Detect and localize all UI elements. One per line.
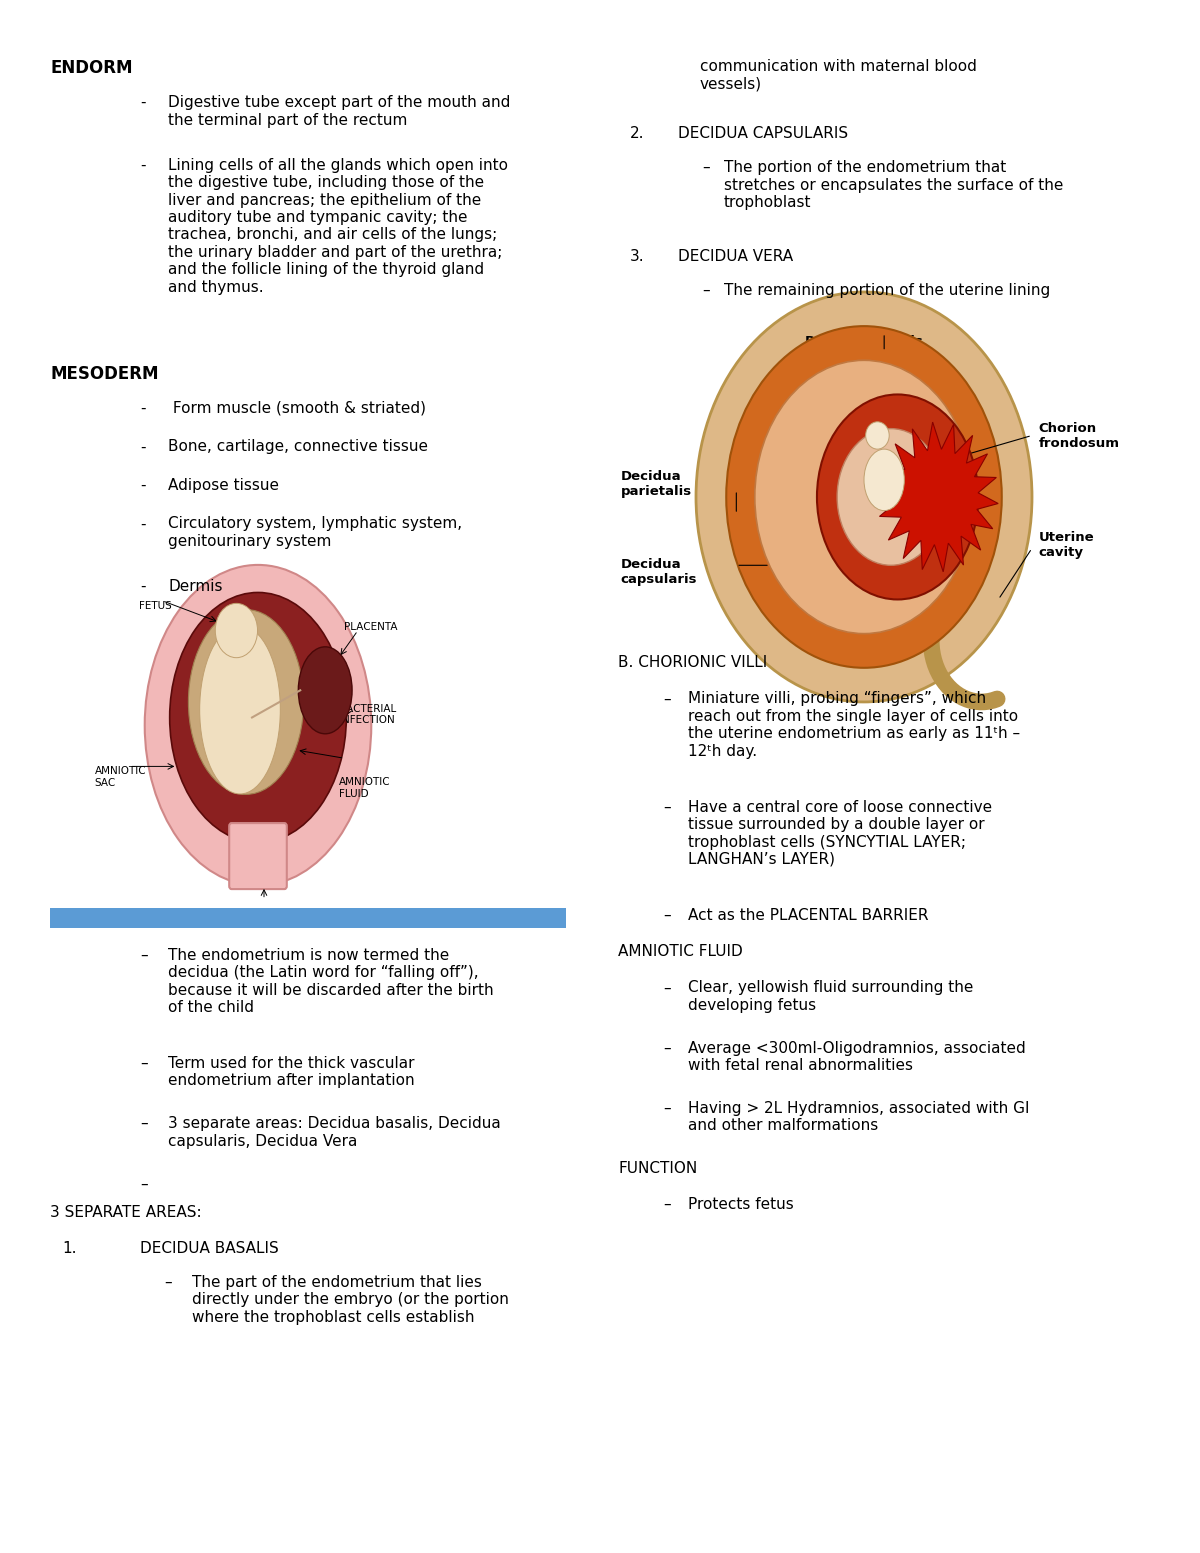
Text: 3.: 3. — [630, 248, 644, 264]
Text: –: – — [664, 980, 671, 995]
Text: -: - — [140, 158, 146, 172]
Text: Act as the PLACENTAL BARRIER: Act as the PLACENTAL BARRIER — [688, 909, 928, 922]
Text: –: – — [664, 1197, 671, 1211]
Polygon shape — [877, 422, 998, 572]
Text: 3 SEPARATE AREAS:: 3 SEPARATE AREAS: — [50, 1205, 202, 1221]
Text: communication with maternal blood
vessels): communication with maternal blood vessel… — [700, 59, 977, 92]
Text: MESODERM: MESODERM — [50, 365, 158, 382]
Text: -: - — [140, 478, 146, 492]
Ellipse shape — [726, 326, 1002, 668]
Text: Lining cells of all the glands which open into
the digestive tube, including tho: Lining cells of all the glands which ope… — [168, 158, 508, 295]
Text: © 17334521 | Anatomy: © 17334521 | Anatomy — [362, 909, 452, 918]
Text: –: – — [702, 283, 709, 298]
Text: AMNIOTIC
SAC: AMNIOTIC SAC — [95, 766, 146, 787]
FancyBboxPatch shape — [50, 907, 566, 929]
Ellipse shape — [865, 422, 889, 449]
Text: -: - — [140, 401, 146, 416]
Text: The part of the endometrium that lies
directly under the embryo (or the portion
: The part of the endometrium that lies di… — [192, 1275, 509, 1325]
Text: Circulatory system, lymphatic system,
genitourinary system: Circulatory system, lymphatic system, ge… — [168, 517, 462, 548]
Ellipse shape — [199, 626, 281, 794]
Text: –: – — [664, 800, 671, 815]
Text: –: – — [164, 1275, 172, 1291]
Text: DECIDUA CAPSULARIS: DECIDUA CAPSULARIS — [678, 126, 848, 141]
Text: BACTERIAL
INFECTION: BACTERIAL INFECTION — [338, 704, 396, 725]
Text: Decidua
capsularis: Decidua capsularis — [620, 559, 697, 587]
Text: –: – — [664, 1101, 671, 1115]
Text: A. DECIDUA: A. DECIDUA — [50, 912, 158, 930]
Text: Term used for the thick vascular
endometrium after implantation: Term used for the thick vascular endomet… — [168, 1056, 415, 1089]
Text: Having > 2L Hydramnios, associated with GI
and other malformations: Having > 2L Hydramnios, associated with … — [688, 1101, 1030, 1134]
Text: –: – — [664, 1041, 671, 1056]
Text: Have a central core of loose connective
tissue surrounded by a double layer or
t: Have a central core of loose connective … — [688, 800, 991, 867]
Text: The remaining portion of the uterine lining: The remaining portion of the uterine lin… — [724, 283, 1050, 298]
Text: –: – — [140, 947, 148, 963]
Ellipse shape — [696, 292, 1032, 702]
Text: -: - — [140, 95, 146, 110]
Text: Decidua basalis: Decidua basalis — [805, 335, 923, 348]
Text: Miniature villi, probing “fingers”, which
reach out from the single layer of cel: Miniature villi, probing “fingers”, whic… — [688, 691, 1020, 759]
Text: Digestive tube except part of the mouth and
the terminal part of the rectum: Digestive tube except part of the mouth … — [168, 95, 510, 127]
Text: –: – — [140, 1056, 148, 1072]
Text: AMNIOTIC
FLUID: AMNIOTIC FLUID — [338, 776, 390, 798]
Text: PLACENTA: PLACENTA — [344, 623, 398, 632]
Text: Chorion
frondosum: Chorion frondosum — [1039, 422, 1120, 450]
Text: Bone, cartilage, connective tissue: Bone, cartilage, connective tissue — [168, 439, 428, 455]
Text: Uterine
cavity: Uterine cavity — [1039, 531, 1094, 559]
Text: 2.: 2. — [630, 126, 644, 141]
Text: Protects fetus: Protects fetus — [688, 1197, 793, 1211]
Text: ENDORM: ENDORM — [50, 59, 133, 78]
Ellipse shape — [299, 646, 352, 735]
Text: CERVIX: CERVIX — [239, 913, 276, 922]
Ellipse shape — [145, 565, 371, 885]
Text: -: - — [140, 579, 146, 593]
Text: DECIDUA VERA: DECIDUA VERA — [678, 248, 793, 264]
Text: Dermis: Dermis — [168, 579, 222, 593]
Ellipse shape — [864, 449, 905, 511]
Text: © dreamstime.com: © dreamstime.com — [53, 909, 127, 918]
Text: 1.: 1. — [62, 1241, 77, 1256]
Text: AMNIOTIC FLUID: AMNIOTIC FLUID — [618, 944, 743, 960]
Text: FUNCTION: FUNCTION — [618, 1162, 697, 1176]
Text: The endometrium is now termed the
decidua (the Latin word for “falling off”),
be: The endometrium is now termed the decidu… — [168, 947, 493, 1016]
Text: 3 separate areas: Decidua basalis, Decidua
capsularis, Decidua Vera: 3 separate areas: Decidua basalis, Decid… — [168, 1117, 500, 1149]
Text: -: - — [140, 517, 146, 531]
Text: Adipose tissue: Adipose tissue — [168, 478, 278, 492]
FancyBboxPatch shape — [229, 823, 287, 888]
Ellipse shape — [188, 609, 304, 795]
Text: –: – — [664, 691, 671, 707]
Text: –: – — [140, 1117, 148, 1131]
Text: Average <300ml-Oligodramnios, associated
with fetal renal abnormalities: Average <300ml-Oligodramnios, associated… — [688, 1041, 1025, 1073]
Text: B. CHORIONIC VILLI: B. CHORIONIC VILLI — [618, 655, 767, 671]
Ellipse shape — [838, 429, 944, 565]
Text: –: – — [702, 160, 709, 175]
Text: –: – — [664, 909, 671, 922]
Text: DECIDUA BASALIS: DECIDUA BASALIS — [140, 1241, 280, 1256]
Text: –: – — [140, 1177, 148, 1191]
Text: FETUS: FETUS — [139, 601, 172, 610]
Text: The portion of the endometrium that
stretches or encapsulates the surface of the: The portion of the endometrium that stre… — [724, 160, 1063, 210]
Ellipse shape — [817, 394, 978, 599]
Ellipse shape — [169, 592, 347, 842]
Text: Clear, yellowish fluid surrounding the
developing fetus: Clear, yellowish fluid surrounding the d… — [688, 980, 973, 1013]
Text: Form muscle (smooth & striated): Form muscle (smooth & striated) — [168, 401, 426, 416]
Text: -: - — [140, 439, 146, 455]
Text: Decidua
parietalis: Decidua parietalis — [620, 469, 691, 497]
Ellipse shape — [215, 603, 258, 658]
Ellipse shape — [755, 360, 973, 634]
